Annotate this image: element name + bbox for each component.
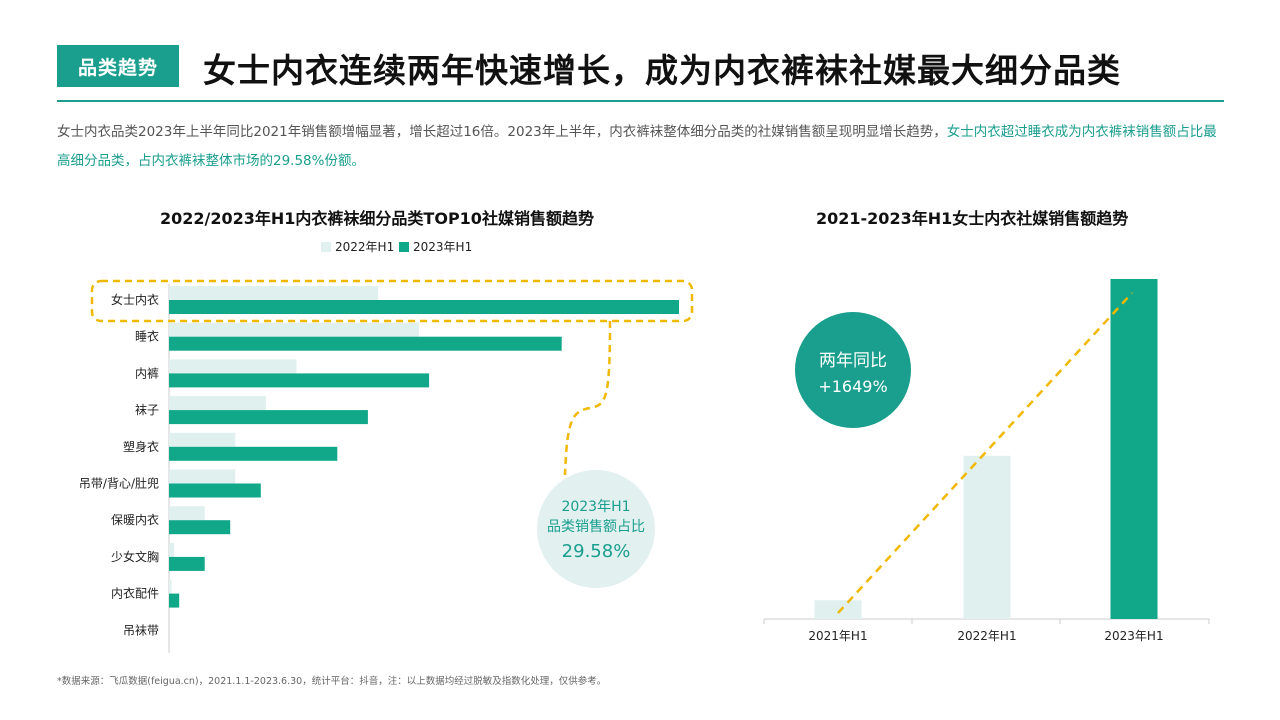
legend-swatch-2023 <box>399 242 409 252</box>
bar-2022 <box>169 359 297 374</box>
bar-2022 <box>169 322 419 337</box>
section-tag: 品类趋势 <box>57 45 179 87</box>
bar-2023 <box>169 593 180 608</box>
bar-2022 <box>169 469 236 484</box>
category-label: 少女文胸 <box>111 549 159 564</box>
legend-label-2023: 2023年H1 <box>413 240 472 254</box>
x-tick-label: 2022年H1 <box>957 629 1016 643</box>
growth-bubble-line1: 两年同比 <box>819 351 887 371</box>
category-label: 袜子 <box>135 403 159 417</box>
share-bubble <box>537 470 655 588</box>
highlight-connector <box>563 320 612 476</box>
bar-2023 <box>169 520 231 535</box>
footnote: *数据来源：飞瓜数据(feigua.cn)，2021.1.1-2023.6.30… <box>57 676 607 687</box>
bar-2023 <box>169 556 205 571</box>
category-label: 保暖内衣 <box>111 512 159 527</box>
bar-2023 <box>169 410 368 425</box>
bar-2023 <box>169 336 562 351</box>
bar-2023 <box>169 373 430 388</box>
description-text: 女士内衣品类2023年上半年同比2021年销售额增幅显著，增长超过16倍。202… <box>57 124 947 140</box>
bar-2022 <box>169 432 236 447</box>
growth-bubble <box>795 312 911 428</box>
bar-2022 <box>169 286 379 300</box>
trend-line <box>837 292 1133 614</box>
bar-3 <box>1110 279 1158 619</box>
page-title: 女士内衣连续两年快速增长，成为内衣裤袜社媒最大细分品类 <box>203 51 1121 90</box>
category-label: 女士内衣 <box>111 292 159 307</box>
category-label: 塑身衣 <box>123 439 159 454</box>
share-bubble-line1: 2023年H1 <box>561 499 630 515</box>
bar-2022 <box>169 579 172 594</box>
category-label: 吊带/背心/肚兜 <box>79 476 159 491</box>
title-divider <box>57 100 1224 102</box>
legend-label-2022: 2022年H1 <box>335 240 394 254</box>
bar-1 <box>814 600 862 619</box>
bar-2022 <box>169 396 266 411</box>
legend-swatch-2022 <box>321 242 331 252</box>
x-tick-label: 2021年H1 <box>808 629 867 643</box>
description-highlight: 女士内衣超过睡衣成为内衣裤袜销售额占比最高细分品类，占内衣裤袜整体市场的29.5… <box>57 124 1217 169</box>
category-label: 睡衣 <box>135 329 159 344</box>
category-label: 内衣配件 <box>111 586 159 601</box>
bar-2023 <box>169 483 261 498</box>
category-label: 吊袜带 <box>123 623 159 637</box>
x-tick-label: 2023年H1 <box>1104 629 1163 643</box>
description: 女士内衣品类2023年上半年同比2021年销售额增幅显著，增长超过16倍。202… <box>57 118 1227 176</box>
bar-2 <box>963 455 1011 619</box>
bar-2023 <box>169 300 679 314</box>
highlight-box <box>90 279 694 323</box>
left-chart-title: 2022/2023年H1内衣裤袜细分品类TOP10社媒销售额趋势 <box>160 209 594 228</box>
bar-2022 <box>169 506 205 521</box>
share-bubble-line2: 品类销售额占比 <box>547 519 645 535</box>
growth-bubble-value: +1649% <box>818 377 887 396</box>
share-bubble-value: 29.58% <box>562 541 631 562</box>
bar-2022 <box>169 542 175 557</box>
bar-2023 <box>169 446 338 461</box>
right-chart-title: 2021-2023年H1女士内衣社媒销售额趋势 <box>816 209 1129 228</box>
category-label: 内裤 <box>135 366 159 380</box>
